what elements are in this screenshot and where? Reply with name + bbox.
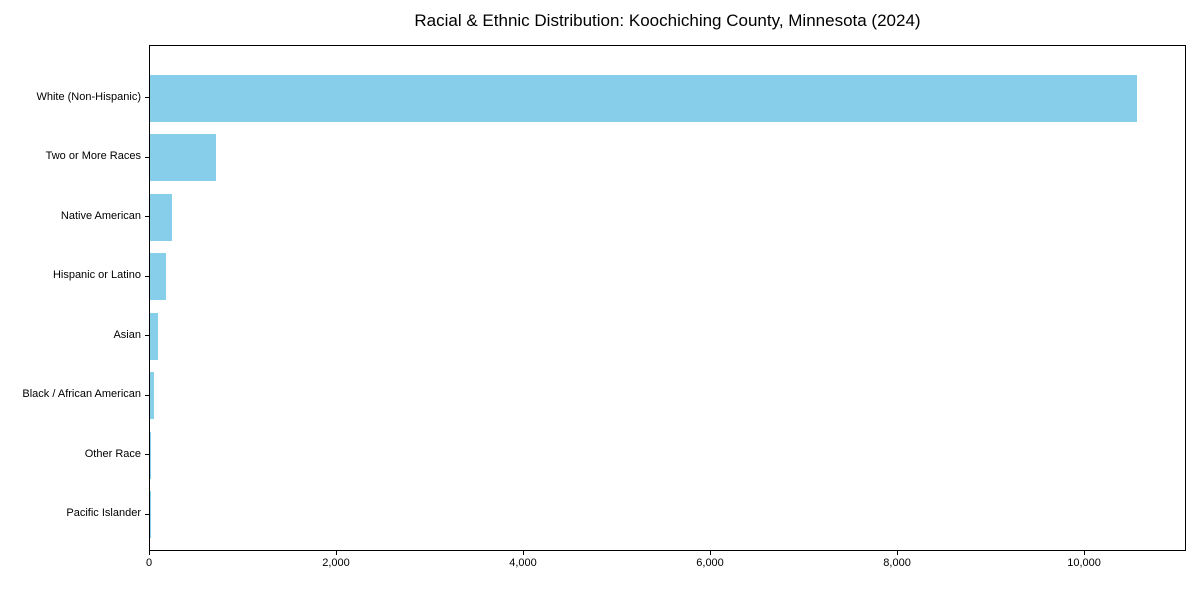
y-axis-tick [145, 275, 149, 277]
bar-black-african-american [150, 372, 155, 419]
y-axis-tick [145, 97, 149, 98]
y-axis-tick [145, 513, 149, 515]
y-axis-label: White (Non-Hispanic) [36, 90, 141, 103]
plot-area [149, 45, 1186, 551]
x-axis-label: 2,000 [322, 557, 350, 569]
x-axis-label: 4,000 [509, 557, 537, 569]
x-axis-tick [523, 551, 525, 555]
y-axis-label: Asian [113, 328, 141, 341]
chart-title: Racial & Ethnic Distribution: Koochichin… [414, 11, 921, 30]
y-axis-tick [145, 454, 149, 455]
bar-white-non-hispanic [150, 74, 1137, 122]
x-axis-label: 10,000 [1067, 557, 1101, 569]
y-axis-tick [145, 216, 149, 217]
x-axis-tick [710, 551, 712, 555]
x-axis-label: 6,000 [696, 557, 724, 569]
y-axis-tick [145, 156, 149, 158]
bar-native-american [150, 193, 172, 241]
y-axis-label: Native American [60, 209, 141, 222]
y-axis-label: Hispanic or Latino [52, 269, 141, 281]
x-axis-label: 8,000 [883, 557, 911, 569]
x-axis-tick [1084, 551, 1086, 555]
y-axis-label: Pacific Islander [66, 507, 141, 519]
bar-other-race [150, 431, 152, 479]
bar-asian [150, 312, 158, 360]
x-axis-tick [336, 551, 337, 555]
x-axis-label: 0 [145, 557, 153, 569]
bar-hispanic-or-latino [150, 253, 166, 300]
y-axis-label: Black / African American [22, 388, 141, 400]
y-axis-label: Other Race [84, 447, 141, 460]
bar-two-or-more-races [150, 134, 216, 181]
y-axis-label: Two or More Races [45, 150, 141, 162]
y-axis-tick [145, 394, 149, 396]
x-axis-tick [149, 551, 150, 555]
x-axis-tick [897, 551, 899, 555]
y-axis-tick [145, 335, 149, 336]
